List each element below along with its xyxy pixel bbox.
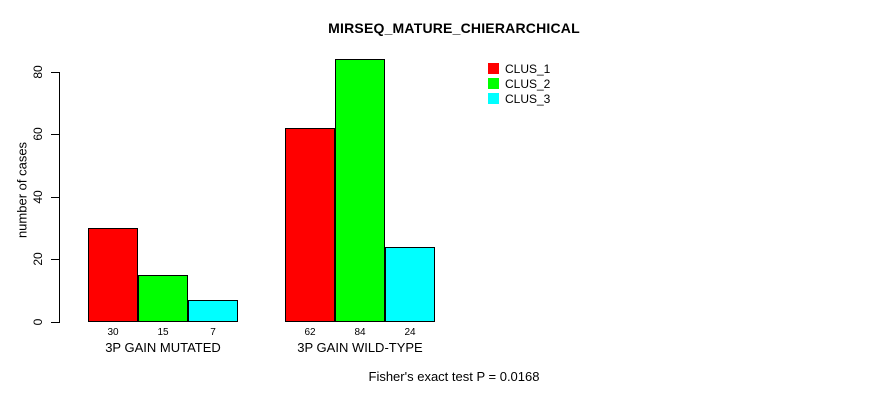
- bar-clus_1-group1: [88, 228, 138, 322]
- y-axis-line: [59, 71, 60, 323]
- y-tick-label: 80: [31, 64, 45, 79]
- legend-label: CLUS_2: [505, 76, 551, 91]
- bar-value-label: 62: [304, 327, 316, 338]
- legend-label: CLUS_1: [505, 61, 551, 76]
- bar-clus_2-group2: [335, 59, 385, 322]
- y-tick-mark: [51, 134, 59, 136]
- bar-value-label: 30: [107, 327, 119, 338]
- x-category-label: 3P GAIN MUTATED: [105, 340, 221, 355]
- legend-swatch-clus_1: [488, 63, 499, 74]
- y-tick-label: 20: [31, 252, 45, 267]
- legend-row: CLUS_2: [488, 76, 550, 91]
- legend-swatch-clus_3: [488, 93, 499, 104]
- y-axis-label: number of cases: [14, 141, 30, 239]
- legend-label: CLUS_3: [505, 91, 551, 106]
- bar-value-label: 84: [354, 327, 366, 338]
- annotation-text: Fisher's exact test P = 0.0168: [368, 369, 540, 384]
- bar-clus_2-group1: [138, 275, 188, 322]
- bar-clus_3-group2: [385, 247, 435, 322]
- legend-swatch-clus_2: [488, 78, 499, 89]
- bar-value-label: 7: [210, 327, 216, 338]
- legend: CLUS_1 CLUS_2 CLUS_3: [488, 61, 550, 106]
- bar-value-label: 24: [404, 327, 416, 338]
- y-tick-label: 0: [31, 318, 45, 326]
- bar-clus_3-group1: [188, 300, 238, 322]
- y-tick-mark: [51, 71, 59, 73]
- legend-row: CLUS_1: [488, 61, 550, 76]
- legend-row: CLUS_3: [488, 91, 550, 106]
- chart-title: MIRSEQ_MATURE_CHIERARCHICAL: [328, 20, 580, 36]
- x-category-label: 3P GAIN WILD-TYPE: [297, 340, 423, 355]
- y-tick-mark: [51, 196, 59, 198]
- y-tick-mark: [51, 322, 59, 323]
- bar-clus_1-group2: [285, 128, 335, 322]
- bar-value-label: 15: [157, 327, 169, 338]
- y-tick-mark: [51, 259, 59, 261]
- y-tick-label: 60: [31, 127, 45, 141]
- y-tick-label: 40: [31, 190, 45, 204]
